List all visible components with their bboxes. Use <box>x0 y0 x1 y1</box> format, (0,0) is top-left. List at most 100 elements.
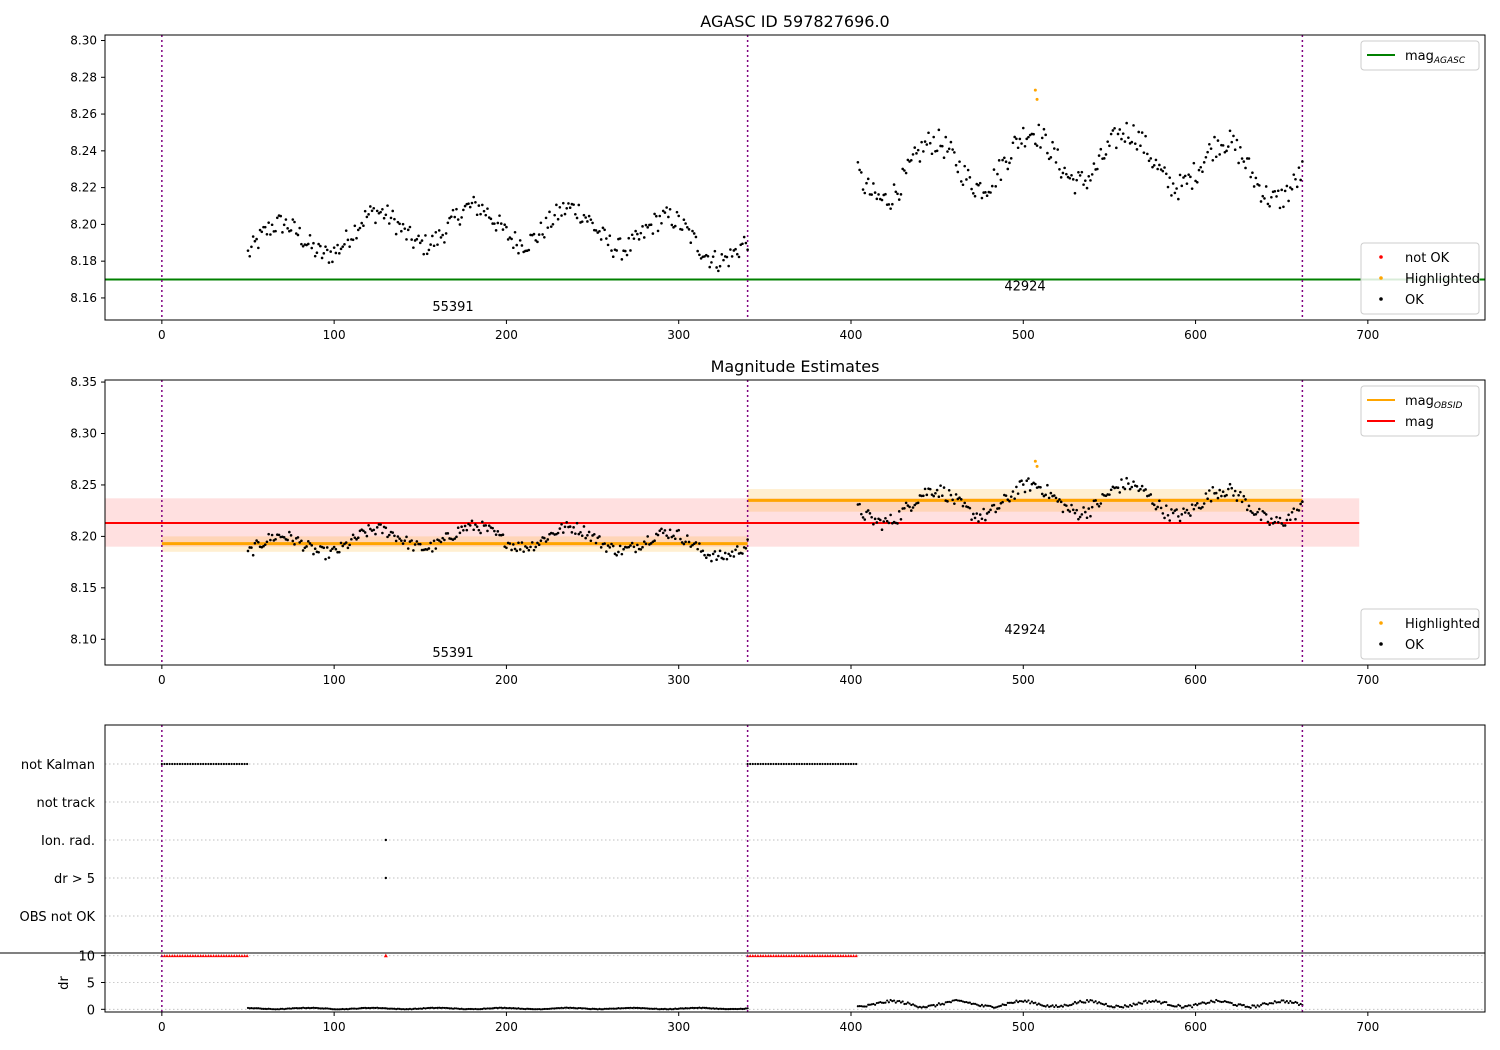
data-point <box>1264 185 1268 188</box>
dr-point <box>891 999 894 1003</box>
data-point <box>994 185 998 188</box>
data-point <box>923 487 927 491</box>
dr-point <box>520 1007 524 1010</box>
data-point <box>1149 157 1153 160</box>
flag-point <box>754 762 757 766</box>
dr-point <box>370 1006 374 1009</box>
data-point <box>270 223 274 227</box>
dr-point <box>863 1005 866 1008</box>
flag-row-label: Ion. rad. <box>41 834 95 849</box>
data-point <box>498 214 501 217</box>
data-point <box>410 238 413 241</box>
data-point <box>878 518 882 522</box>
dr-point <box>877 1001 880 1004</box>
data-point <box>686 534 689 537</box>
data-point <box>1056 500 1060 503</box>
dr-point <box>1168 1004 1171 1007</box>
data-point <box>984 518 987 522</box>
data-point <box>625 253 629 257</box>
data-point <box>884 516 887 520</box>
dr-point <box>291 1007 294 1010</box>
dr-clipped-marker <box>761 954 765 958</box>
data-point <box>270 533 274 537</box>
data-point <box>1299 502 1302 506</box>
data-point <box>1211 159 1215 162</box>
dr-point <box>532 1008 536 1011</box>
flag-point <box>220 762 223 766</box>
dr-point <box>737 1007 741 1011</box>
data-point <box>1080 513 1084 516</box>
data-point <box>1154 158 1158 162</box>
dr-point <box>1018 999 1021 1003</box>
dr-point <box>954 998 958 1002</box>
data-point <box>1118 491 1122 494</box>
dr-point <box>307 1006 310 1009</box>
data-point <box>611 544 615 548</box>
flag-point <box>787 762 791 766</box>
data-point <box>1218 488 1221 492</box>
data-point <box>954 493 958 496</box>
data-point <box>468 524 472 527</box>
data-point <box>1156 505 1159 509</box>
dr-point <box>277 1008 281 1011</box>
flag-point <box>191 762 194 766</box>
dr-point <box>930 1004 934 1007</box>
dr-point <box>446 1007 449 1010</box>
dr-point <box>1266 1003 1270 1006</box>
data-point <box>1082 183 1085 186</box>
data-point <box>885 519 889 523</box>
dr-point <box>960 999 963 1002</box>
data-point <box>592 532 596 536</box>
data-point <box>661 209 665 213</box>
data-point <box>406 228 410 232</box>
dr-point <box>1051 1004 1054 1007</box>
dr-point <box>1082 1001 1085 1004</box>
data-point <box>896 192 899 196</box>
dr-point <box>615 1007 618 1010</box>
dr-point <box>476 1008 479 1011</box>
data-point <box>632 545 636 549</box>
dr-point <box>331 1008 334 1011</box>
dr-point <box>980 1003 984 1006</box>
y-tick-label: 8.30 <box>70 427 97 441</box>
data-point <box>975 512 979 515</box>
dr-point <box>496 1006 499 1010</box>
data-point <box>339 247 343 251</box>
dr-point <box>958 999 961 1002</box>
dr-point <box>252 1007 255 1010</box>
data-point <box>456 218 460 221</box>
data-point <box>255 539 258 542</box>
dr-point <box>662 1008 665 1011</box>
dr-point <box>276 1008 279 1011</box>
dr-point <box>1220 1000 1223 1004</box>
dr-point <box>691 1006 694 1009</box>
data-point <box>532 232 536 236</box>
dr-clipped-marker <box>180 954 185 958</box>
data-point <box>350 537 353 541</box>
data-point <box>627 236 631 240</box>
data-point <box>403 227 407 230</box>
dr-point <box>668 1007 672 1011</box>
data-point <box>1025 137 1029 141</box>
dr-point <box>1073 1000 1077 1004</box>
flag-point <box>855 762 858 766</box>
dr-point <box>1065 1004 1068 1007</box>
data-point <box>680 541 684 544</box>
flag-point <box>168 762 171 766</box>
dr-point <box>1216 999 1220 1003</box>
data-point <box>510 237 513 241</box>
data-point <box>494 229 498 232</box>
data-point <box>1035 144 1039 147</box>
dr-point <box>627 1006 630 1010</box>
flag-point <box>774 762 778 766</box>
data-point <box>1185 508 1189 512</box>
dr-clipped-marker <box>214 954 218 958</box>
data-point <box>1202 161 1206 164</box>
data-point <box>884 192 887 196</box>
dr-clipped-marker <box>383 953 388 958</box>
data-point <box>658 529 662 532</box>
dr-point <box>677 1007 680 1010</box>
data-point <box>605 550 608 553</box>
dr-point <box>415 1007 418 1011</box>
data-point <box>363 531 367 534</box>
